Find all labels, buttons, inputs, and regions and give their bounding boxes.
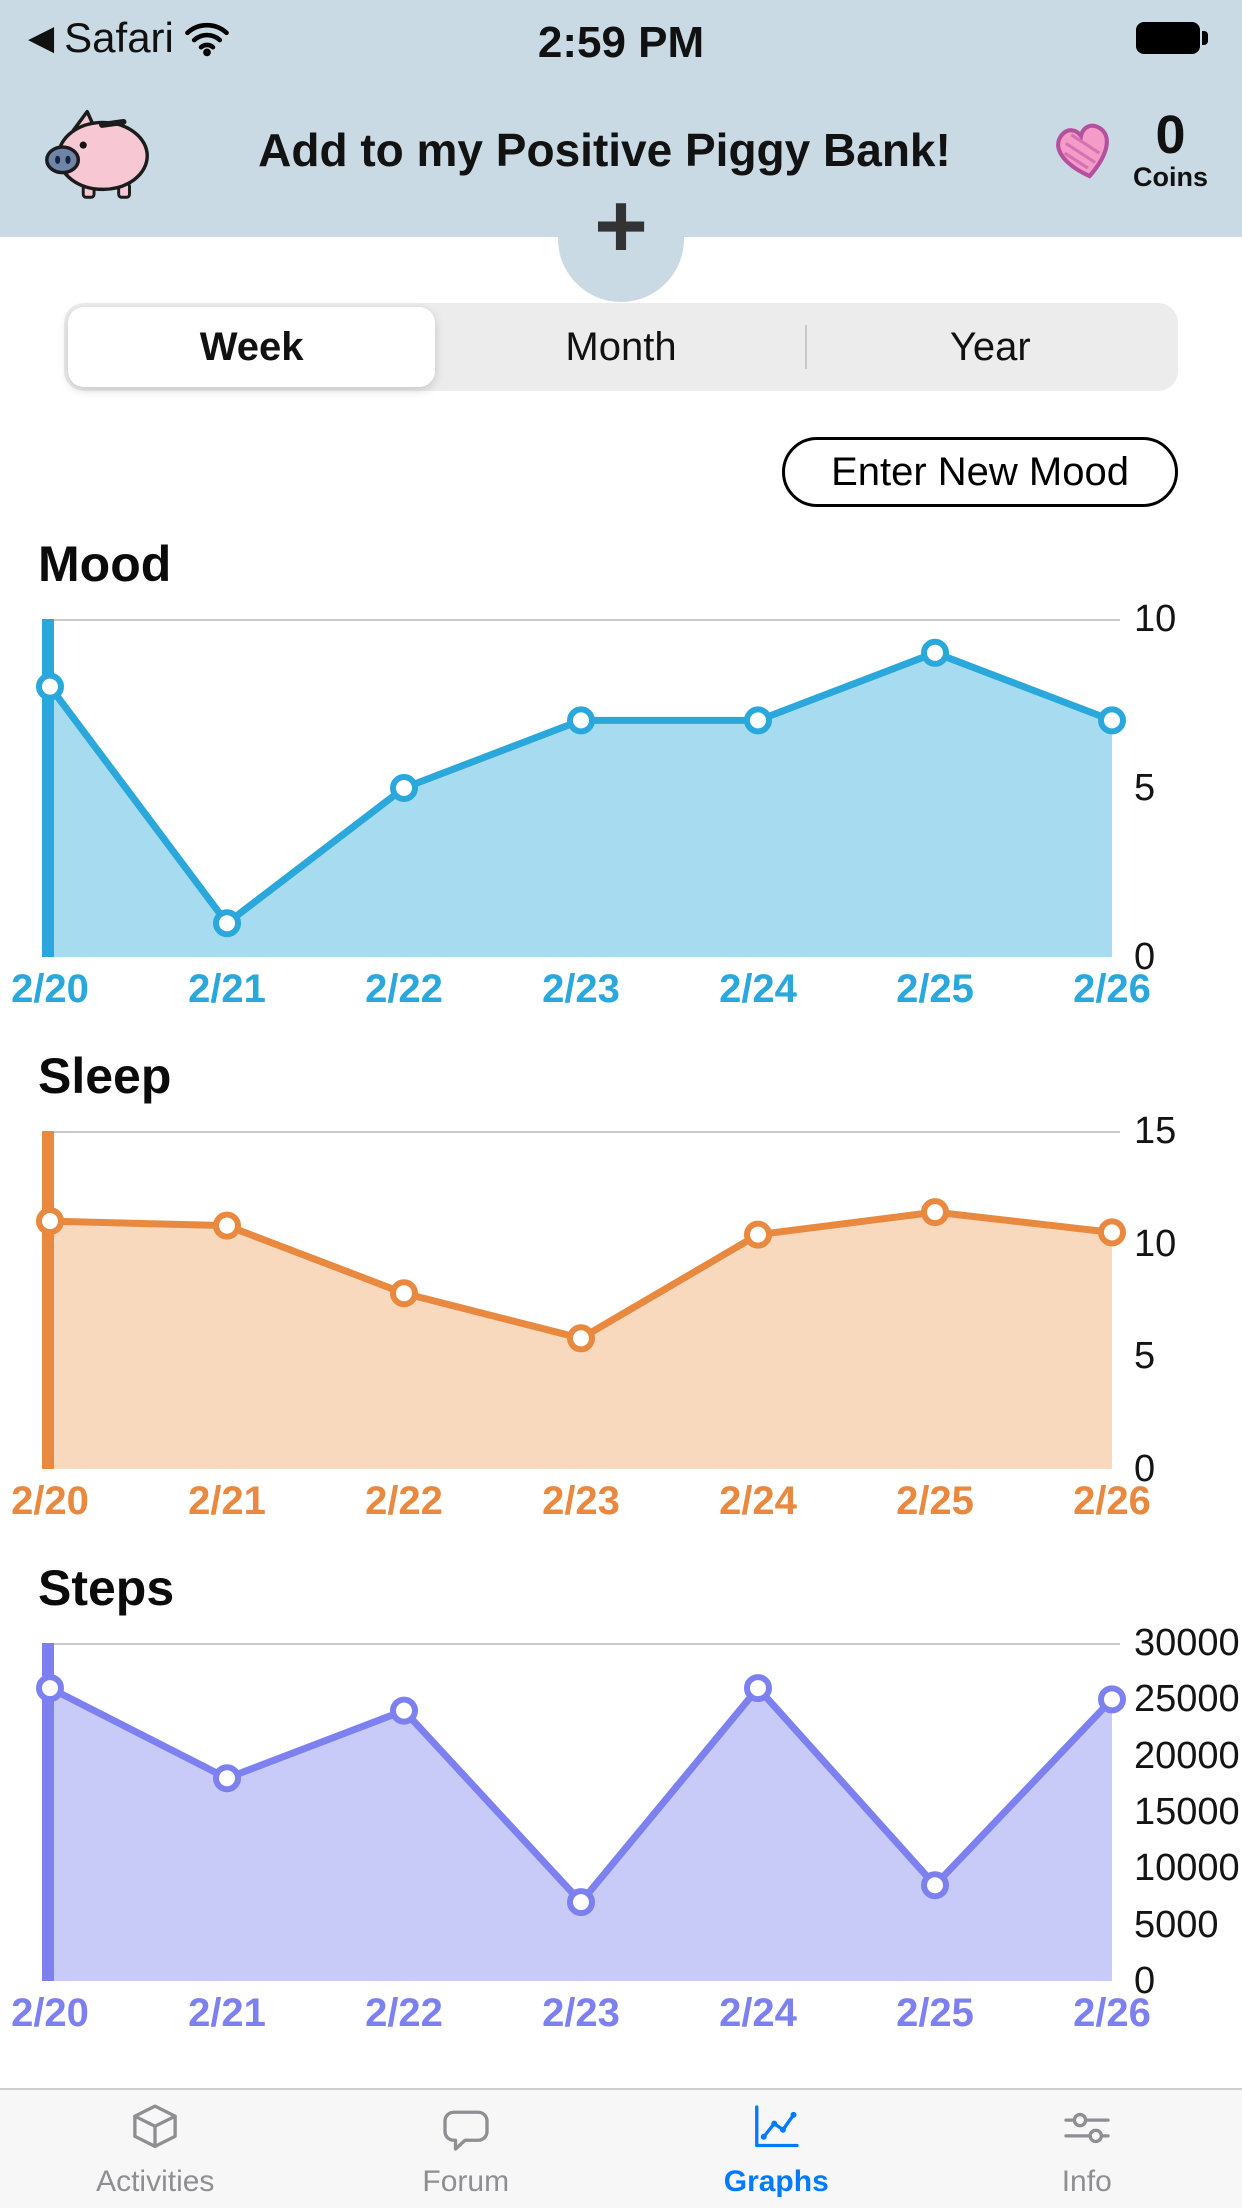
x-axis-label: 2/22 <box>365 1991 443 2035</box>
x-axis-label: 2/20 <box>11 967 89 1011</box>
y-axis-tick: 5 <box>1134 1335 1156 1378</box>
add-entry-button[interactable]: + <box>558 176 684 302</box>
sliders-icon <box>1056 2100 1118 2161</box>
y-axis-tick: 25000 <box>1134 1678 1240 1721</box>
status-bar: ◀ Safari 2:59 PM <box>0 0 1242 67</box>
cube-icon <box>124 2100 186 2161</box>
x-axis-label: 2/26 <box>1073 1479 1151 1523</box>
x-axis-label: 2/24 <box>719 1991 797 2035</box>
steps-y-axis: 0 5000 10000 15000 20000 25000 30000 <box>1120 1622 1242 2002</box>
tab-label: Graphs <box>723 2165 829 2198</box>
x-axis-label: 2/21 <box>188 1991 266 2035</box>
sleep-x-axis: 2/20 2/21 2/22 2/23 2/24 2/25 2/26 <box>0 1479 1242 1531</box>
back-icon: ◀ <box>28 19 55 57</box>
y-axis-tick: 0 <box>1134 936 1156 978</box>
tab-forum[interactable]: Forum <box>311 2090 622 2208</box>
y-axis-tick: 20000 <box>1134 1734 1240 1777</box>
tab-label: Info <box>1061 2165 1112 2198</box>
steps-chart-plot <box>36 1643 1126 1981</box>
segment-year[interactable]: Year <box>807 307 1174 387</box>
header: ◀ Safari 2:59 PM Add to my Positive <box>0 0 1242 302</box>
x-axis-label: 2/26 <box>1073 1991 1151 2035</box>
mood-chart-section: Mood 0 5 10 2/20 2/21 2/22 2/23 2/24 2/25 2/26 <box>0 535 1242 1019</box>
tab-label: Forum <box>422 2165 510 2198</box>
steps-area-chart <box>36 1643 1126 1981</box>
x-axis-label: 2/25 <box>896 1479 974 1523</box>
x-axis-label: 2/24 <box>719 967 797 1011</box>
y-axis-tick: 30000 <box>1134 1622 1240 1664</box>
y-axis-tick: 5000 <box>1134 1903 1219 1946</box>
speech-bubble-icon <box>435 2100 497 2161</box>
line-chart-icon <box>745 2100 807 2161</box>
wifi-icon <box>185 22 229 57</box>
y-axis-tick: 0 <box>1134 1960 1156 2002</box>
sleep-y-axis: 0 5 10 15 <box>1120 1110 1242 1490</box>
x-axis-label: 2/25 <box>896 1991 974 2035</box>
segment-week[interactable]: Week <box>68 307 436 387</box>
x-axis-label: 2/25 <box>896 967 974 1011</box>
y-axis-tick: 10 <box>1134 1222 1177 1265</box>
tab-label: Activities <box>96 2165 215 2198</box>
sleep-area-chart <box>36 1131 1126 1469</box>
y-axis-tick: 5 <box>1134 767 1156 809</box>
x-axis-label: 2/21 <box>188 1479 266 1523</box>
steps-chart-title: Steps <box>38 1560 175 1616</box>
tab-info[interactable]: Info <box>932 2090 1242 2208</box>
main-content: Week Month Year Enter New Mood Mood 0 5 10 2… <box>0 303 1242 2043</box>
x-axis-label: 2/20 <box>11 1991 89 2035</box>
steps-x-axis: 2/20 2/21 2/22 2/23 2/24 2/25 2/26 <box>0 1991 1242 2043</box>
coins-display: 0 Coins <box>1047 108 1208 193</box>
back-app-label: Safari <box>64 14 174 61</box>
y-axis-tick: 15 <box>1134 1110 1177 1152</box>
enter-row: Enter New Mood <box>64 437 1178 507</box>
y-axis-tick: 10000 <box>1134 1847 1240 1890</box>
page-title: Add to my Positive Piggy Bank! <box>258 124 951 176</box>
segment-month[interactable]: Month <box>437 307 804 387</box>
period-segmented-control: Week Month Year <box>64 303 1178 391</box>
sleep-chart-plot <box>36 1131 1126 1469</box>
x-axis-label: 2/22 <box>365 967 443 1011</box>
coins-label: Coins <box>1132 161 1208 192</box>
mood-chart-plot <box>36 619 1126 957</box>
y-axis-tick: 0 <box>1134 1448 1156 1490</box>
sleep-chart-section: Sleep 0 5 10 15 2/20 2/21 2/22 2/23 2/24 2/25 2/2… <box>0 1047 1242 1531</box>
steps-chart-section: Steps 0 5000 10000 15000 20000 25000 30000 2/2… <box>0 1559 1242 2043</box>
mood-chart-title: Mood <box>38 536 172 592</box>
tab-graphs[interactable]: Graphs <box>621 2090 932 2208</box>
plus-icon: + <box>594 175 648 277</box>
x-axis-label: 2/24 <box>719 1479 797 1523</box>
x-axis-label: 2/23 <box>542 967 620 1011</box>
x-axis-label: 2/26 <box>1073 967 1151 1011</box>
x-axis-label: 2/23 <box>542 1991 620 2035</box>
x-axis-label: 2/22 <box>365 1479 443 1523</box>
mood-x-axis: 2/20 2/21 2/22 2/23 2/24 2/25 2/26 <box>0 967 1242 1019</box>
tab-activities[interactable]: Activities <box>0 2090 311 2208</box>
header-row: Add to my Positive Piggy Bank! 0 Coins <box>0 66 1242 234</box>
sleep-chart-title: Sleep <box>38 1048 172 1104</box>
battery-icon <box>1136 22 1208 54</box>
enter-new-mood-button[interactable]: Enter New Mood <box>782 437 1178 507</box>
segment-divider <box>804 325 807 369</box>
y-axis-tick: 10 <box>1134 598 1177 640</box>
back-to-safari[interactable]: ◀ Safari <box>28 14 230 62</box>
mood-area-chart <box>36 619 1126 957</box>
y-axis-tick: 15000 <box>1134 1791 1240 1833</box>
coins-count: 0 <box>1155 104 1186 165</box>
x-axis-label: 2/20 <box>11 1479 89 1523</box>
x-axis-label: 2/21 <box>188 967 266 1011</box>
x-axis-label: 2/23 <box>542 1479 620 1523</box>
coins-heart-icon <box>1056 123 1109 179</box>
piggy-bank-icon <box>45 109 149 199</box>
mood-y-axis: 0 5 10 <box>1120 598 1242 978</box>
tab-bar: Activities Forum Graphs Info <box>0 2088 1242 2208</box>
